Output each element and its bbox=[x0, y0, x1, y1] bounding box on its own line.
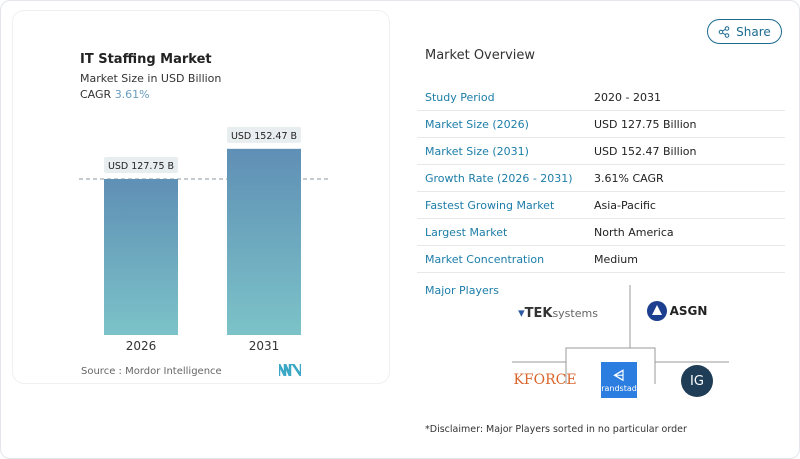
bar-2031 bbox=[227, 148, 301, 335]
overview-row: Growth Rate (2026 - 2031) 3.61% CAGR bbox=[417, 165, 785, 192]
chart-subtitle: Market Size in USD Billion bbox=[80, 72, 222, 85]
data-label-bg bbox=[104, 157, 178, 174]
row-label: Market Concentration bbox=[425, 253, 545, 266]
chart-card bbox=[12, 10, 390, 384]
share-button[interactable]: Share bbox=[707, 19, 782, 44]
row-value: North America bbox=[594, 226, 674, 239]
bar-chart: USD 127.75 B 2026 USD 152.47 B 2031 bbox=[79, 126, 328, 353]
row-value: 2020 - 2031 bbox=[594, 91, 661, 104]
row-value: 3.61% CAGR bbox=[594, 172, 664, 185]
row-label: Growth Rate (2026 - 2031) bbox=[425, 172, 573, 185]
overview-row: Market Size (2026) USD 127.75 Billion bbox=[417, 111, 785, 138]
randstad-logo: ⩤ randstad bbox=[601, 362, 637, 398]
data-label: USD 152.47 B bbox=[231, 131, 297, 142]
ig-logo: IG bbox=[681, 365, 713, 397]
share-label: Share bbox=[736, 24, 771, 39]
kforce-logo: KFORCE bbox=[513, 372, 577, 388]
asgn-logo: ASGN bbox=[646, 299, 708, 323]
row-label: Study Period bbox=[425, 91, 495, 104]
row-value: USD 152.47 Billion bbox=[594, 145, 697, 158]
cagr-label: CAGR bbox=[80, 88, 112, 101]
disclaimer: *Disclaimer: Major Players sorted in no … bbox=[425, 424, 687, 435]
share-icon bbox=[718, 25, 730, 38]
major-players-title: Major Players bbox=[425, 284, 499, 297]
mordor-logo-icon bbox=[279, 364, 301, 376]
row-value: Medium bbox=[594, 253, 638, 266]
source: Source : Mordor Intelligence bbox=[81, 366, 222, 377]
row-value: Asia-Pacific bbox=[594, 199, 656, 212]
bar-2026 bbox=[104, 179, 178, 335]
players-grid-lines bbox=[512, 285, 729, 384]
overview-row: Market Concentration Medium bbox=[417, 246, 785, 273]
cagr: CAGR 3.61% bbox=[80, 88, 150, 101]
data-label-bg bbox=[227, 126, 301, 143]
x-tick-label: 2026 bbox=[126, 339, 157, 353]
teksystems-logo: ▾ TEK systems bbox=[518, 305, 598, 321]
row-label: Market Size (2026) bbox=[425, 118, 529, 131]
row-value: USD 127.75 Billion bbox=[594, 118, 697, 131]
chart-title: IT Staffing Market bbox=[80, 52, 212, 67]
overview-row: Market Size (2031) USD 152.47 Billion bbox=[417, 138, 785, 165]
overview-row: Largest Market North America bbox=[417, 219, 785, 246]
row-label: Market Size (2031) bbox=[425, 145, 529, 158]
x-tick-label: 2031 bbox=[249, 339, 280, 353]
overview-title: Market Overview bbox=[425, 48, 536, 63]
overview-row: Study Period 2020 - 2031 bbox=[417, 84, 785, 111]
row-label: Largest Market bbox=[425, 226, 508, 239]
cagr-value: 3.61% bbox=[114, 88, 150, 101]
data-label: USD 127.75 B bbox=[108, 161, 174, 172]
row-label: Fastest Growing Market bbox=[425, 199, 555, 212]
overview-row: Fastest Growing Market Asia-Pacific bbox=[417, 192, 785, 219]
